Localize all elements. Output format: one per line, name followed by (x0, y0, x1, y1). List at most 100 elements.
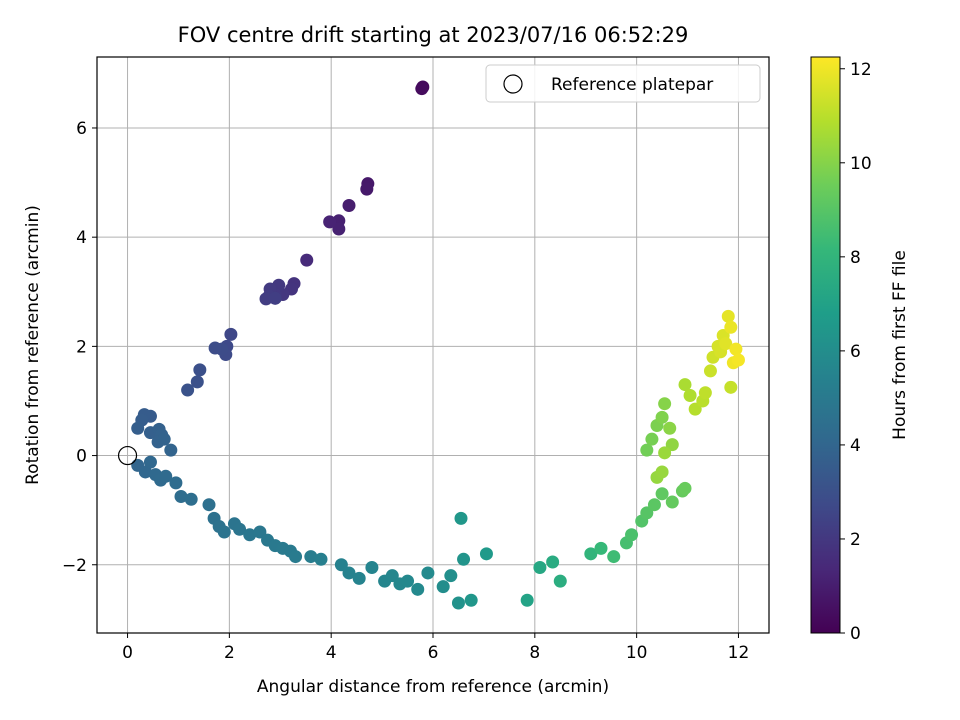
data-point (640, 506, 654, 520)
data-points (117, 80, 745, 610)
y-axis-ticks: −2 0 2 4 6 (62, 119, 97, 576)
reference-marker (117, 445, 138, 466)
data-point (663, 421, 677, 435)
data-point (688, 402, 702, 416)
data-point (724, 320, 738, 334)
data-point (208, 341, 222, 355)
data-point (594, 541, 608, 555)
y-tick-label: 2 (76, 337, 87, 357)
data-point (533, 560, 547, 574)
data-point (131, 421, 145, 435)
data-point (451, 596, 465, 610)
data-point (268, 291, 282, 305)
data-point (342, 199, 356, 213)
data-point (665, 495, 679, 509)
data-point (731, 353, 745, 367)
data-point (678, 378, 692, 392)
colorbar-tick-label: 10 (850, 154, 872, 174)
data-point (444, 569, 458, 583)
data-point (314, 552, 328, 566)
data-point (436, 580, 450, 594)
chart-title: FOV centre drift starting at 2023/07/16 … (178, 23, 689, 47)
legend-label: Reference platepar (551, 75, 713, 95)
data-point (584, 547, 598, 561)
colorbar-title: Hours from first FF file (890, 250, 910, 440)
data-point (607, 550, 621, 564)
data-point (174, 490, 188, 504)
x-tick-label: 12 (728, 643, 750, 663)
y-tick-label: 0 (76, 447, 87, 467)
data-point (683, 389, 697, 403)
data-point (520, 593, 534, 607)
data-point (253, 525, 267, 539)
data-point (479, 547, 493, 561)
data-point (323, 215, 337, 229)
colorbar-tick-label: 2 (850, 530, 861, 550)
data-point (304, 550, 318, 564)
x-tick-label: 4 (326, 643, 337, 663)
data-point (157, 432, 171, 446)
colorbar-tick-label: 4 (850, 436, 861, 456)
colorbar-gradient (810, 56, 841, 634)
data-point (421, 566, 435, 580)
data-point (289, 550, 303, 564)
data-point (698, 386, 712, 400)
data-point (184, 492, 198, 506)
data-point (233, 522, 247, 536)
data-point (401, 574, 415, 588)
data-point (658, 446, 672, 460)
data-point (640, 443, 654, 457)
y-axis-title: Rotation from reference (arcmin) (23, 205, 43, 485)
data-point (546, 555, 560, 569)
legend-marker (503, 74, 523, 94)
data-point (464, 593, 478, 607)
data-point (243, 528, 257, 542)
colorbar: 0 2 4 6 8 10 12 (810, 56, 872, 644)
data-point (719, 337, 733, 351)
y-tick-label: 4 (76, 228, 87, 248)
data-point (553, 574, 567, 588)
data-point (164, 443, 178, 457)
colorbar-tick-label: 6 (850, 342, 861, 362)
colorbar-tick-label: 0 (850, 624, 861, 644)
data-point (193, 363, 207, 377)
data-point (729, 342, 743, 356)
data-point (454, 511, 468, 525)
x-tick-label: 2 (224, 643, 235, 663)
legend-box (485, 64, 761, 103)
data-point (342, 566, 356, 580)
data-point (647, 498, 661, 512)
data-point (658, 397, 672, 411)
data-point (678, 481, 692, 495)
colorbar-ticks: 0 2 4 6 8 10 12 (840, 60, 872, 644)
data-point (655, 410, 669, 424)
data-point (259, 292, 273, 306)
data-point (190, 375, 204, 389)
data-point (217, 525, 231, 539)
data-point (457, 552, 471, 566)
x-axis-title: Angular distance from reference (arcmin) (257, 677, 609, 697)
data-point (169, 476, 183, 490)
data-point (332, 222, 346, 236)
x-tick-label: 10 (626, 643, 648, 663)
x-tick-label: 8 (529, 643, 540, 663)
data-point (138, 465, 152, 479)
legend: Reference platepar (485, 64, 761, 103)
data-point (143, 455, 157, 469)
grid (97, 57, 769, 633)
x-axis-ticks: 0 2 4 6 8 10 12 (122, 633, 749, 663)
colorbar-tick-label: 12 (850, 60, 872, 80)
x-tick-label: 0 (122, 643, 133, 663)
colorbar-tick-label: 8 (850, 248, 861, 268)
data-point (724, 380, 738, 394)
data-point (224, 327, 238, 341)
y-tick-label: 6 (76, 119, 87, 139)
data-point (360, 182, 374, 196)
data-point (665, 438, 679, 452)
data-point (159, 469, 173, 483)
data-point (415, 82, 429, 96)
y-tick-label: −2 (62, 556, 87, 576)
data-point (411, 582, 425, 596)
